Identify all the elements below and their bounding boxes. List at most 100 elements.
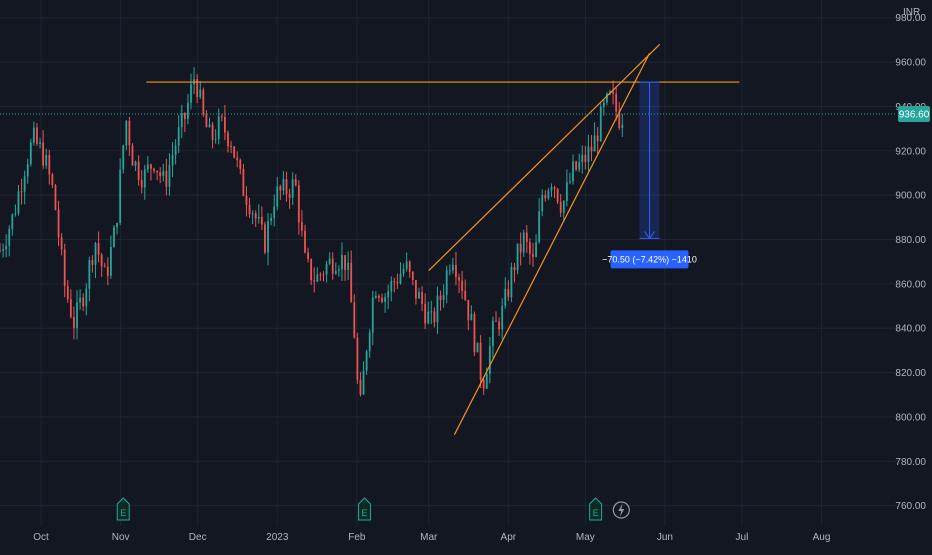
candle-body [575, 161, 578, 170]
candle-body [131, 145, 134, 166]
candle-body [171, 155, 174, 166]
candle-body [606, 93, 608, 103]
candle-body [590, 146, 593, 152]
measure-label[interactable]: −70.50 (−7.42%) −1410 [602, 250, 697, 269]
candle-body [48, 154, 51, 175]
candle-body [559, 201, 562, 213]
candle-body [134, 161, 137, 166]
candle-body [368, 332, 371, 352]
candle-body [8, 229, 11, 246]
candle-body [0, 250, 1, 252]
candle-body [100, 254, 103, 267]
candle-body [578, 162, 581, 170]
candle-body [73, 316, 75, 328]
candle-body [337, 269, 340, 271]
measure-label-text: −70.50 (−7.42%) −1410 [602, 254, 697, 264]
candle-body [57, 209, 60, 238]
candle-body [82, 297, 85, 307]
candle-body [165, 170, 168, 187]
earnings-marker-label: E [362, 508, 368, 518]
candle-body [177, 127, 180, 146]
y-tick-label: 760.00 [895, 501, 926, 512]
candle-body [612, 91, 614, 94]
candle-body [288, 194, 291, 198]
candle-body [424, 303, 427, 324]
candle-body [547, 190, 550, 199]
candle-body [183, 113, 186, 120]
y-tick-label: 860.00 [895, 279, 926, 290]
y-tick-label: 920.00 [895, 146, 926, 157]
candle-body [344, 255, 346, 270]
candle-body [396, 281, 399, 284]
earnings-marker-shape [358, 497, 372, 521]
candle-body [242, 168, 245, 196]
candle-body [304, 230, 306, 253]
candle-body [174, 145, 177, 156]
candle-body [110, 247, 112, 276]
candle-body [415, 279, 417, 299]
candle-body [436, 295, 439, 323]
candle-body [150, 164, 152, 169]
wedge-lower-trendline[interactable] [453, 52, 651, 435]
candle-body [495, 320, 497, 322]
candle-body [473, 313, 476, 353]
candle-body [479, 342, 482, 380]
candle-body [507, 289, 510, 297]
candle-body [187, 102, 189, 120]
candle-body [464, 290, 467, 300]
candle-body [273, 206, 276, 219]
candle-body [618, 111, 621, 128]
candle-body [498, 321, 500, 330]
candle-body [301, 222, 303, 231]
candle-body [390, 281, 393, 292]
earnings-icon[interactable]: E [589, 497, 603, 521]
candle-body [211, 124, 214, 140]
candle-body [565, 182, 568, 201]
earnings-icon[interactable]: E [116, 497, 130, 521]
candle-body [485, 374, 488, 389]
candle-body [26, 164, 29, 177]
candle-body [208, 124, 211, 128]
candle-body [248, 205, 251, 215]
candle-body [359, 379, 362, 395]
candle-body [14, 213, 17, 215]
earnings-marker-shape [116, 497, 130, 521]
candle-body [307, 252, 309, 260]
candle-body [482, 379, 485, 389]
candle-body [97, 243, 100, 255]
candle-body [125, 120, 128, 146]
candle-body [476, 342, 479, 353]
candle-body [32, 127, 35, 143]
candle-body [29, 142, 32, 165]
y-tick-label: 900.00 [895, 191, 926, 202]
currency-label: INR [903, 7, 920, 18]
candle-body [227, 132, 229, 147]
candle-body [421, 292, 423, 304]
candle-body [587, 146, 590, 162]
x-tick-label: Oct [33, 532, 49, 543]
x-tick-label: Nov [112, 532, 130, 543]
candle-body [513, 267, 516, 271]
lightning-icon[interactable] [612, 501, 630, 519]
candle-body [88, 260, 91, 289]
candle-body [562, 200, 565, 213]
candle-body [264, 224, 266, 253]
candle-body [550, 187, 553, 191]
candle-body [85, 288, 88, 307]
candle-body [556, 188, 559, 202]
candle-body [322, 274, 325, 276]
candle-body [113, 227, 115, 248]
candle-body [153, 168, 155, 171]
candle-body [285, 179, 288, 195]
earnings-icon[interactable]: E [358, 497, 372, 521]
candle-body [251, 213, 254, 215]
candle-body [553, 187, 556, 189]
x-tick-label: May [576, 532, 595, 543]
price-badge[interactable]: 936.60 [898, 105, 930, 122]
wedge-upper-trendline[interactable] [428, 43, 661, 271]
candle-body [381, 297, 383, 302]
candle-body [11, 214, 14, 230]
